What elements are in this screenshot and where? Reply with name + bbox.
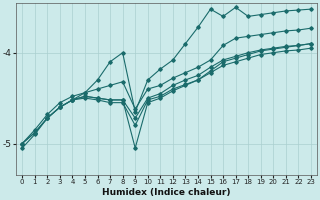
X-axis label: Humidex (Indice chaleur): Humidex (Indice chaleur) xyxy=(102,188,231,197)
